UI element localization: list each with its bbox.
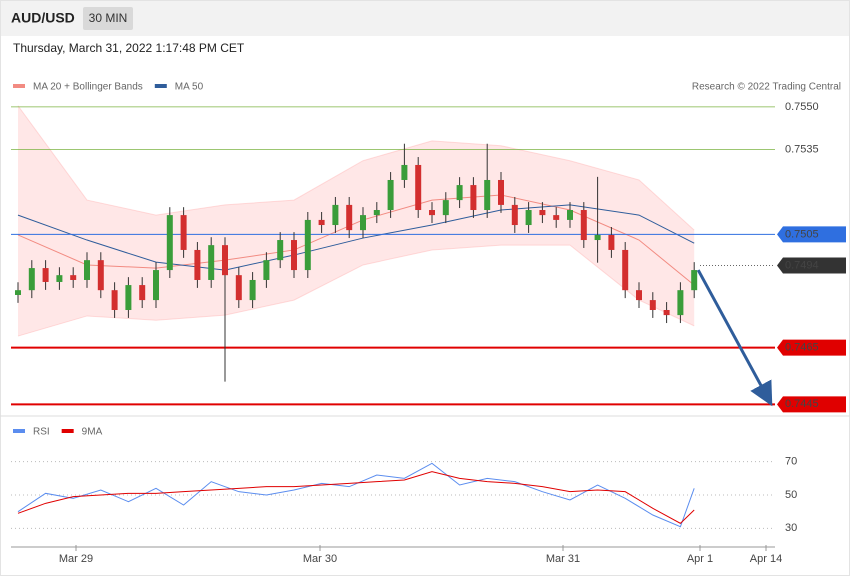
level-tag: [777, 339, 846, 356]
candle-body: [553, 215, 560, 220]
rsi-line: [17, 462, 695, 528]
candle-body: [263, 260, 270, 280]
level-label: 0.7535: [785, 143, 819, 155]
x-tick-label: Apr 14: [750, 553, 782, 565]
candle-body: [291, 240, 297, 271]
candle-body: [15, 290, 21, 295]
legend-swatch: [61, 429, 74, 433]
candle-body: [429, 210, 435, 216]
y-tick-label: 30: [785, 522, 797, 534]
candle-body: [649, 300, 656, 311]
x-tick-label: Mar 29: [59, 553, 93, 565]
level-tag: [777, 226, 846, 243]
header-bar: [0, 0, 850, 36]
candle-body: [415, 164, 422, 211]
bollinger-fill: [18, 105, 695, 337]
candle-body: [484, 179, 491, 211]
level-label: 0.7494: [785, 259, 819, 271]
level-label: 0.7465: [785, 342, 819, 354]
candle-body: [70, 275, 77, 280]
timeframe-badge[interactable]: [83, 7, 133, 30]
candle-body: [84, 260, 90, 280]
candle-body: [539, 210, 546, 216]
candle-body: [111, 290, 118, 311]
level-label: 0.7550: [785, 101, 819, 113]
candle-body: [139, 285, 146, 301]
candle-body: [277, 240, 284, 261]
candle-body: [97, 260, 104, 291]
candle-body: [28, 268, 35, 291]
candle-body: [373, 210, 380, 216]
x-tick-label: Mar 31: [546, 553, 580, 565]
candle-body: [691, 270, 698, 291]
candle-body: [56, 275, 63, 282]
level-label: 0.7445: [785, 398, 819, 410]
candle-body: [525, 210, 532, 226]
candle-body: [401, 164, 408, 180]
candle-body: [636, 290, 642, 301]
datetime: Thursday, March 31, 2022 1:17:48 PM CET: [13, 41, 245, 55]
bollinger-lower: [17, 244, 695, 337]
candle-body: [125, 285, 132, 311]
legend-swatch: [154, 84, 167, 88]
candle-body: [346, 204, 353, 231]
candle-body: [180, 215, 187, 250]
candle-body: [470, 185, 477, 211]
projection-arrow: [696, 269, 773, 407]
level-tag: [777, 396, 846, 413]
symbol: AUD/USD: [11, 10, 75, 26]
candle-body: [318, 219, 325, 226]
timeframe[interactable]: 30 MIN: [89, 11, 128, 25]
candle-body: [677, 290, 684, 316]
candle-body: [608, 234, 615, 250]
candle-body: [387, 179, 394, 211]
candle-body: [208, 245, 215, 280]
candle-body: [42, 268, 49, 282]
candle-body: [622, 249, 629, 291]
candle-body: [580, 210, 587, 241]
credit: Research © 2022 Trading Central: [692, 82, 841, 93]
legend-label: 9MA: [82, 427, 103, 438]
candle-body: [498, 179, 504, 205]
candle-body: [222, 245, 228, 276]
y-tick-label: 70: [785, 456, 797, 468]
candle-body: [360, 215, 366, 231]
y-tick-label: 50: [785, 489, 797, 501]
x-tick-label: Apr 1: [687, 553, 713, 565]
candle-body: [332, 204, 339, 226]
level-label: 0.7505: [785, 228, 819, 240]
candle-body: [567, 210, 573, 220]
legend-label: RSI: [33, 427, 50, 438]
legend-swatch: [13, 84, 25, 88]
candle-body: [194, 249, 201, 280]
candle-body: [456, 185, 463, 201]
candle-body: [249, 279, 256, 301]
legend-swatch: [13, 429, 25, 433]
bollinger-upper: [17, 105, 695, 231]
level-tag: [777, 257, 846, 274]
candle-body: [153, 270, 159, 301]
candle-body: [304, 219, 311, 271]
legend-label: MA 50: [175, 82, 204, 93]
candle-body: [663, 310, 670, 316]
legend-label: MA 20 + Bollinger Bands: [33, 82, 143, 93]
candle-body: [442, 200, 449, 216]
x-tick-label: Mar 30: [303, 553, 337, 565]
candle-body: [511, 204, 518, 226]
candle-body: [594, 234, 601, 241]
candle-body: [166, 215, 173, 271]
candle-body: [235, 275, 242, 301]
rsi-line: [17, 471, 695, 524]
